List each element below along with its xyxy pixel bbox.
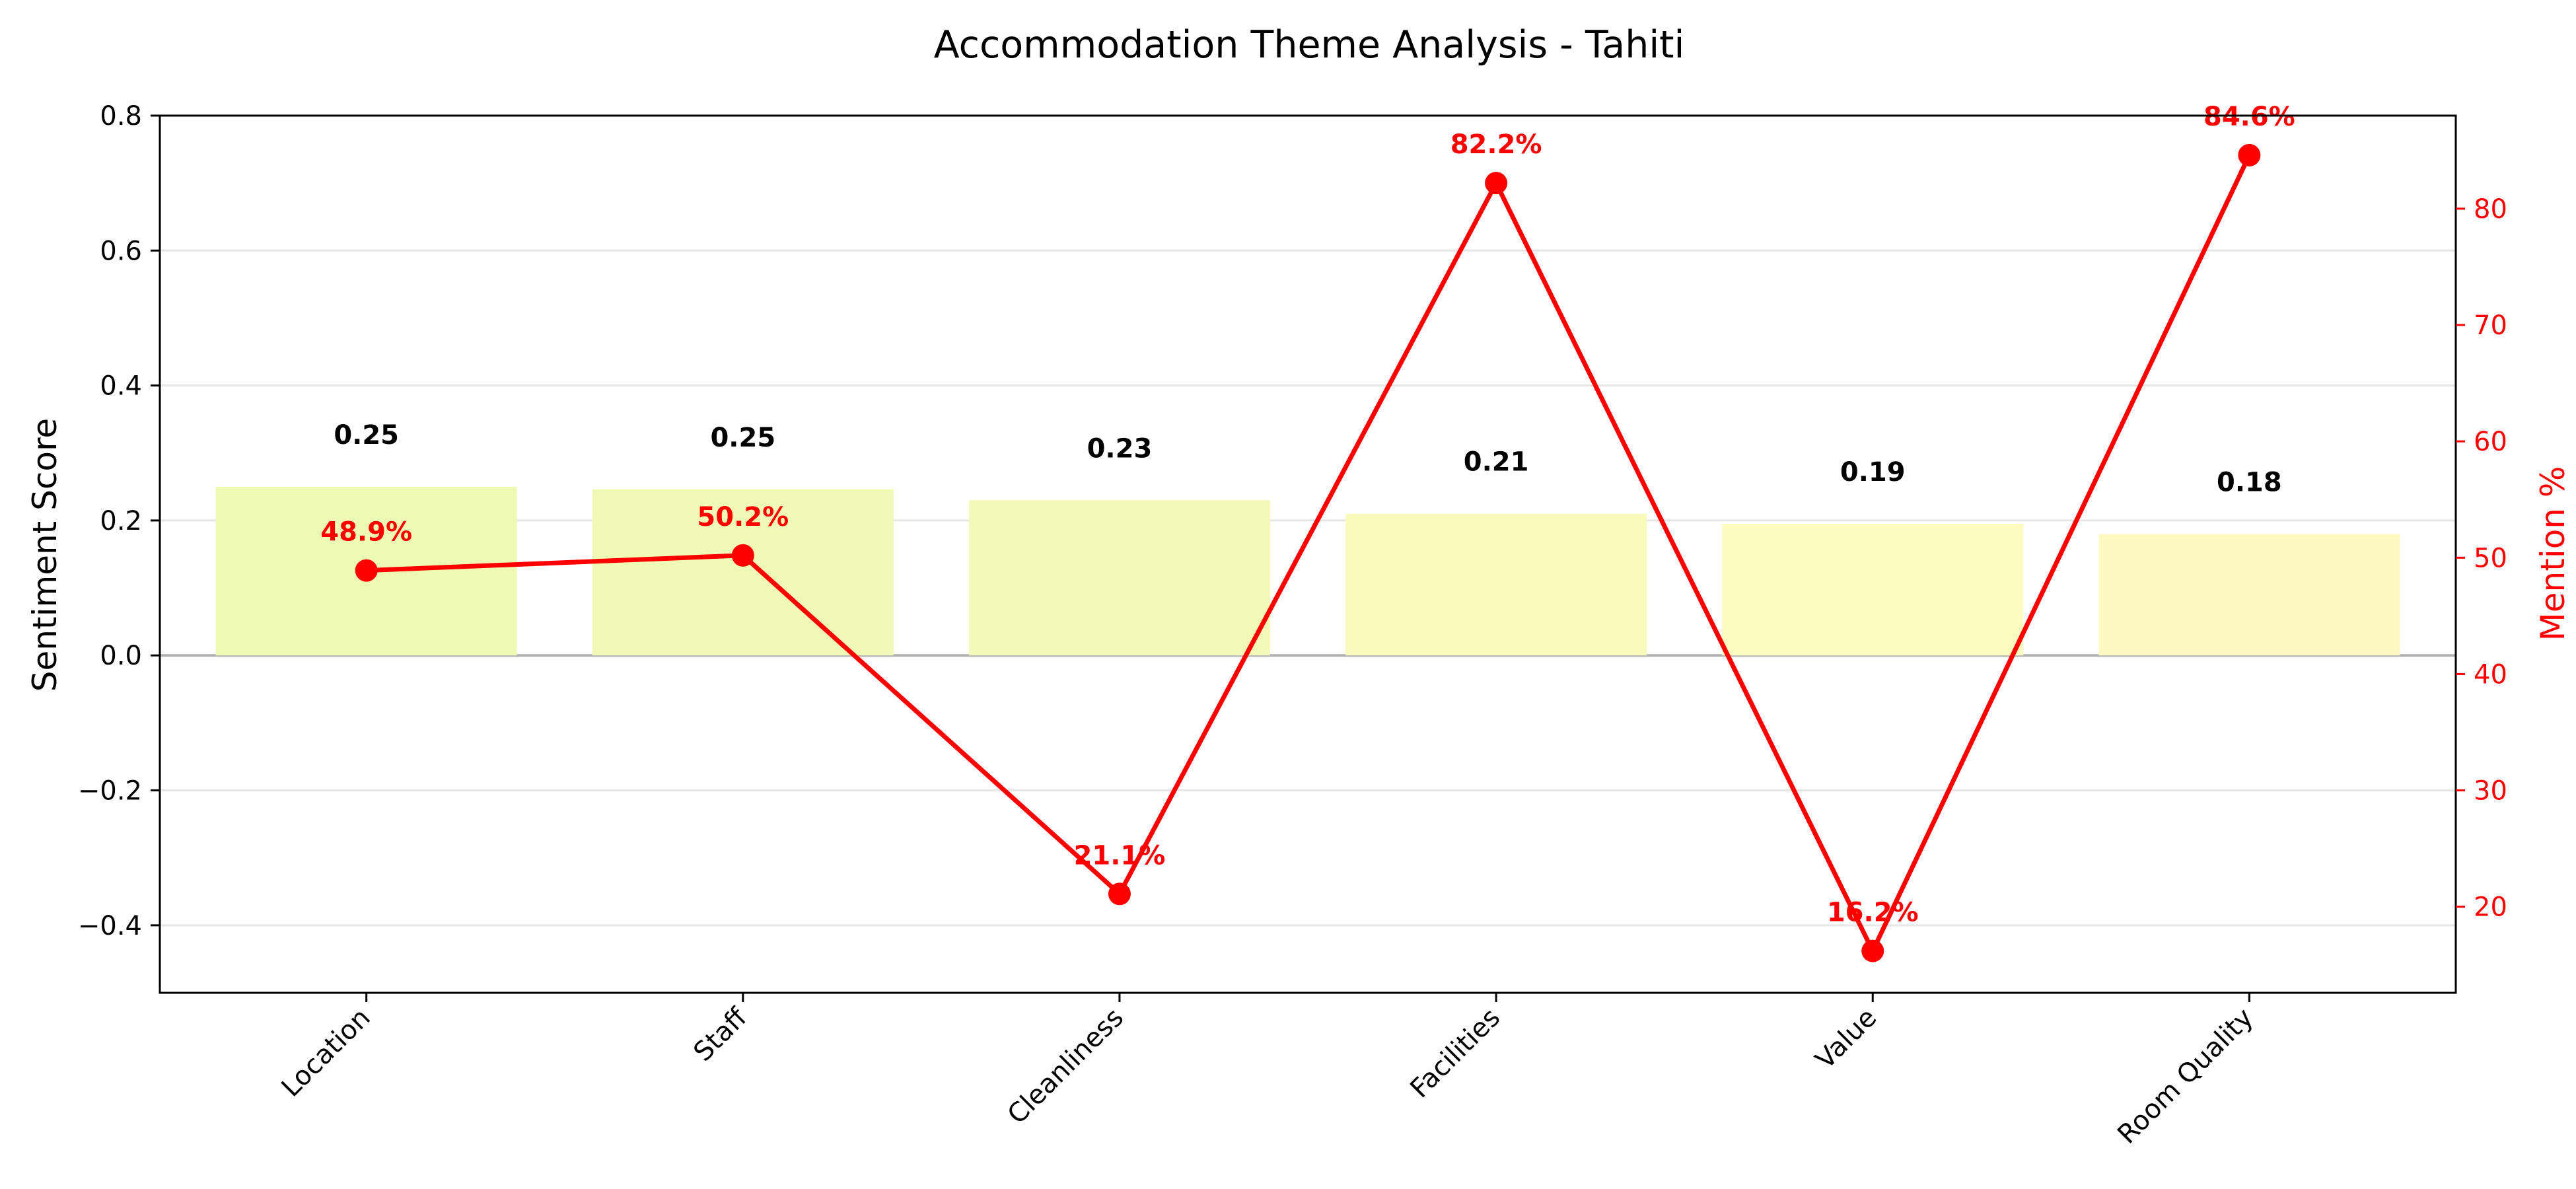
mention-value-label: 48.9% bbox=[320, 517, 412, 548]
bar bbox=[2098, 534, 2400, 656]
mention-point bbox=[731, 544, 754, 567]
mention-point bbox=[1861, 939, 1884, 962]
right-axis-label: Mention % bbox=[2534, 466, 2572, 641]
mention-value-label: 50.2% bbox=[697, 502, 789, 532]
bar bbox=[1722, 524, 2024, 656]
bar bbox=[592, 489, 894, 656]
bar-value-label: 0.25 bbox=[710, 423, 775, 453]
mention-line bbox=[366, 154, 2252, 954]
mention-point bbox=[2238, 143, 2261, 166]
mention-point bbox=[1485, 172, 1508, 195]
chart-title: Accommodation Theme Analysis - Tahiti bbox=[934, 23, 1685, 67]
y-tick-label: −0.2 bbox=[78, 776, 142, 807]
x-tick-label: Value bbox=[1810, 1003, 1882, 1075]
mention-point bbox=[355, 559, 378, 582]
bar-value-label: 0.19 bbox=[1840, 457, 1906, 487]
right-tick-label: 60 bbox=[2474, 427, 2507, 457]
y-tick-label: 0.0 bbox=[100, 641, 142, 671]
right-tick-label: 20 bbox=[2474, 892, 2507, 923]
right-tick-label: 70 bbox=[2474, 310, 2507, 341]
plot-frame bbox=[159, 114, 2457, 994]
mention-value-label: 16.2% bbox=[1827, 898, 1919, 928]
mention-point bbox=[1108, 883, 1131, 906]
bar-value-label: 0.23 bbox=[1087, 433, 1153, 464]
y-tick-label: 0.2 bbox=[100, 506, 142, 536]
x-tick-label: Room Quality bbox=[2112, 1003, 2259, 1150]
bar-value-label: 0.25 bbox=[334, 420, 399, 450]
bar-value-label: 0.18 bbox=[2217, 467, 2282, 497]
y-tick-label: 0.4 bbox=[100, 371, 142, 402]
x-tick-label: Location bbox=[276, 1003, 376, 1103]
mention-value-label: 21.1% bbox=[1074, 840, 1166, 871]
line-layer: 48.9% 50.2% 21.1% 82.2% 16.2% 84.6% bbox=[320, 102, 2295, 962]
x-tick-label: Staff bbox=[688, 1002, 753, 1067]
y-axis-label: Sentiment Score bbox=[26, 418, 64, 692]
y-tick-label: −0.4 bbox=[78, 911, 142, 941]
mention-value-label: 84.6% bbox=[2203, 102, 2295, 132]
y-tick-label: 0.6 bbox=[100, 236, 142, 266]
bar bbox=[1345, 513, 1647, 656]
mention-value-label: 82.2% bbox=[1450, 129, 1542, 160]
bar-value-label: 0.21 bbox=[1464, 447, 1529, 478]
x-tick-label: Cleanliness bbox=[1002, 1003, 1129, 1130]
right-tick-label: 80 bbox=[2474, 194, 2507, 225]
bar bbox=[968, 500, 1271, 656]
y-tick-label: 0.8 bbox=[100, 101, 142, 131]
x-tick-label: Facilities bbox=[1404, 1003, 1506, 1104]
right-tick-label: 40 bbox=[2474, 659, 2507, 690]
right-tick-label: 30 bbox=[2474, 776, 2507, 807]
right-tick-label: 50 bbox=[2474, 543, 2507, 573]
bar-layer: 0.25 0.25 0.23 0.21 0.19 0.18 bbox=[215, 420, 2400, 656]
